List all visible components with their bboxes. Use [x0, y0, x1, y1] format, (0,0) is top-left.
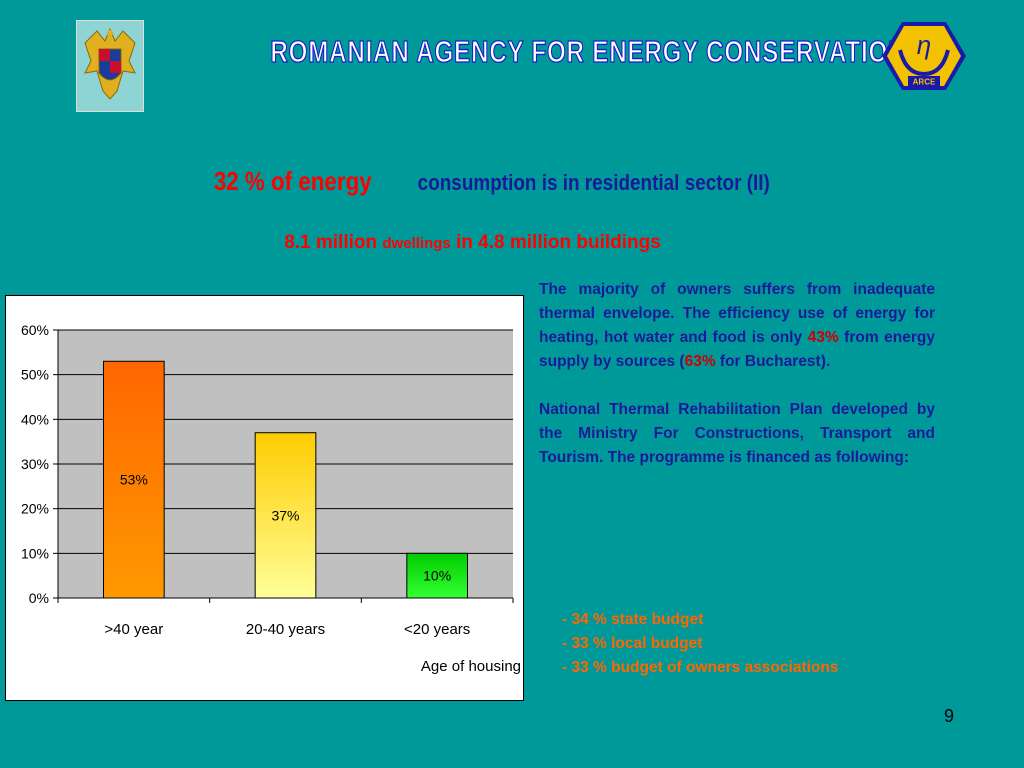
- x-category-label: 20-40 years: [246, 621, 325, 638]
- bar-chart: 0% 10% 20% 30% 40% 50% 60% 53% >40 year 37% 20-40 …: [21, 322, 521, 675]
- y-tick-label: 20%: [21, 501, 49, 517]
- y-tick-label: 30%: [21, 456, 49, 472]
- coat-of-arms-logo: [76, 20, 144, 112]
- headline: 32 % of energy consumption is in residen…: [120, 166, 880, 197]
- x-category-label: >40 year: [104, 621, 163, 638]
- y-tick-label: 0%: [29, 590, 49, 606]
- arce-logo: η ARCE: [882, 20, 966, 92]
- agency-title: ROMANIAN AGENCY FOR ENERGY CONSERVATION: [270, 33, 907, 69]
- funding-item: - 34 % state budget: [562, 611, 704, 628]
- subhead-part3: in 4.8 million buildings: [450, 232, 661, 253]
- headline-red: 32 % of energy: [214, 166, 372, 196]
- subhead-part2: dwellings: [382, 235, 451, 252]
- p1-text-b: from energy supply by sources (: [539, 329, 935, 370]
- eta-symbol: η: [917, 30, 931, 60]
- subheading: 8.1 million dwellings in 4.8 million bui…: [160, 232, 785, 254]
- y-tick-label: 10%: [21, 545, 49, 561]
- funding-list: - 34 % state budget - 33 % local budget …: [562, 608, 838, 680]
- data-label: 10%: [423, 568, 451, 584]
- y-tick-label: 40%: [21, 411, 49, 427]
- chart-container: 0% 10% 20% 30% 40% 50% 60% 53% >40 year 37% 20-40 …: [5, 295, 524, 701]
- paragraph-national-plan: National Thermal Rehabilitation Plan dev…: [539, 401, 935, 466]
- p1-text-c: for Bucharest).: [715, 353, 831, 370]
- data-label: 53%: [120, 472, 148, 488]
- funding-item: - 33 % local budget: [562, 635, 703, 652]
- paragraph-efficiency: The majority of owners suffers from inad…: [539, 278, 935, 374]
- p1-pct-43: 43%: [807, 329, 839, 346]
- slide-number: 9: [944, 706, 955, 726]
- data-label: 37%: [271, 507, 299, 523]
- body-text: The majority of owners suffers from inad…: [539, 278, 935, 494]
- logo-text: ARCE: [913, 78, 936, 87]
- y-tick-label: 60%: [21, 322, 49, 338]
- bar-1: [254, 432, 317, 599]
- x-axis-title: Age of housing: [421, 658, 521, 675]
- subhead-part1: 8.1 million: [284, 232, 383, 253]
- bar-0: [103, 360, 165, 599]
- y-tick-label: 50%: [21, 367, 49, 383]
- x-category-label: <20 years: [404, 621, 470, 638]
- funding-item: - 33 % budget of owners associations: [562, 659, 839, 676]
- p1-pct-63: 63%: [684, 353, 716, 370]
- bar-2: [406, 552, 469, 599]
- headline-blue: consumption is in residential sector (II…: [417, 170, 771, 195]
- p1-text-a: The majority of owners suffers from inad…: [539, 281, 935, 346]
